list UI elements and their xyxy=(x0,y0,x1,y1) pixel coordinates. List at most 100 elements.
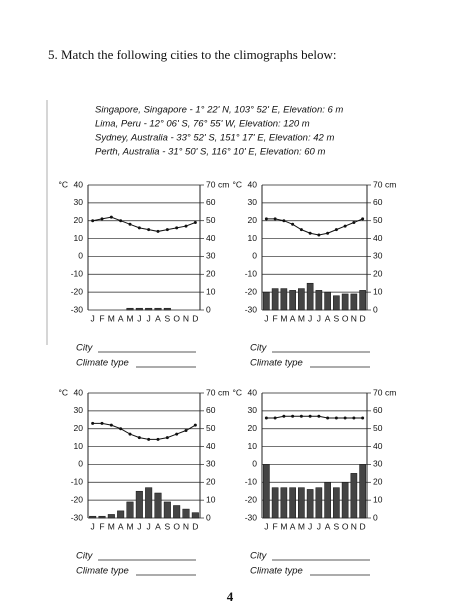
month-label: J xyxy=(137,313,141,323)
y-tick-label: 10 xyxy=(74,233,84,243)
precipitation-bar xyxy=(145,487,153,519)
y-tick-label: 40 xyxy=(248,387,258,397)
y-tick-label: 40 xyxy=(248,179,258,189)
city-line: Sydney, Australia - 33° 52' S, 151° 17' … xyxy=(95,133,334,144)
month-label: J xyxy=(264,313,268,323)
precipitation-bar xyxy=(135,490,143,519)
y2-tick-label: 70 xyxy=(373,387,383,397)
temperature-point xyxy=(282,414,286,418)
month-label: A xyxy=(155,313,161,323)
y2-tick-label: 30 xyxy=(373,251,383,261)
precipitation-bar xyxy=(126,501,134,519)
y2-tick-label: 30 xyxy=(373,459,383,469)
y2-tick-label: 70 xyxy=(206,387,216,397)
temperature-point xyxy=(264,217,268,221)
month-label: J xyxy=(137,521,141,531)
precipitation-bar xyxy=(298,288,305,311)
y-tick-label: -10 xyxy=(245,477,258,487)
y2-axis-label: cm xyxy=(218,179,229,189)
temperature-point xyxy=(361,217,365,221)
month-label: O xyxy=(342,313,349,323)
temperature-point xyxy=(273,217,277,221)
y-tick-label: -20 xyxy=(71,494,84,504)
month-label: M xyxy=(108,313,115,323)
city-answer-label: City xyxy=(250,343,268,354)
y-tick-label: 30 xyxy=(248,197,258,207)
question: 5. Match the following cities to the cli… xyxy=(48,47,336,62)
precipitation-bar xyxy=(359,290,366,311)
precipitation-bar xyxy=(117,510,125,519)
y-tick-label: 20 xyxy=(248,215,258,225)
y-tick-label: -10 xyxy=(245,269,258,279)
precipitation-bar xyxy=(154,492,162,519)
temperature-point xyxy=(193,423,197,427)
climate-answer-label: Climate type xyxy=(76,566,129,577)
y2-axis-label: cm xyxy=(218,387,229,397)
temperature-point xyxy=(137,226,141,230)
precipitation-bar xyxy=(154,307,162,311)
y2-tick-label: 60 xyxy=(373,405,383,415)
temperature-point xyxy=(282,219,286,223)
temperature-point xyxy=(264,416,268,420)
y2-tick-label: 10 xyxy=(373,286,383,296)
temperature-point xyxy=(352,221,356,224)
temperature-point xyxy=(343,224,347,228)
month-label: D xyxy=(192,313,198,323)
y2-tick-label: 0 xyxy=(373,512,378,522)
precipitation-bar xyxy=(263,291,270,311)
temperature-point xyxy=(137,436,141,440)
temperature-point xyxy=(119,219,123,223)
month-label: N xyxy=(183,313,189,323)
y-tick-label: 40 xyxy=(74,387,84,397)
precipitation-bar xyxy=(173,505,181,519)
month-label: J xyxy=(317,521,321,531)
month-label: J xyxy=(308,313,312,323)
y-tick-label: -20 xyxy=(245,286,258,296)
temperature-point xyxy=(299,228,303,232)
temperature-point xyxy=(361,416,365,420)
y-axis-label: °C xyxy=(58,179,68,189)
month-label: F xyxy=(273,313,278,323)
y2-tick-label: 50 xyxy=(373,423,383,433)
precipitation-bar xyxy=(306,282,314,311)
temperature-point xyxy=(147,437,151,441)
temperature-point xyxy=(156,437,160,441)
precipitation-bar xyxy=(107,514,115,519)
y2-tick-label: 50 xyxy=(373,215,383,225)
temperature-point xyxy=(326,416,330,420)
city-line: Perth, Australia - 31° 50' S, 116° 10' E… xyxy=(95,147,325,158)
temperature-point xyxy=(193,221,197,224)
precipitation-bar xyxy=(306,489,314,519)
temperature-line xyxy=(266,218,363,236)
month-label: M xyxy=(298,313,305,323)
y-axis-label: °C xyxy=(232,387,242,397)
month-label: J xyxy=(308,521,312,531)
temperature-point xyxy=(184,224,188,228)
y-tick-label: 10 xyxy=(248,233,258,243)
precipitation-bar xyxy=(163,307,171,311)
city-answer-label: City xyxy=(76,551,94,562)
temperature-point xyxy=(109,215,113,219)
precipitation-bar xyxy=(89,515,97,519)
y2-tick-label: 10 xyxy=(373,494,383,504)
temperature-point xyxy=(156,229,160,233)
y2-tick-label: 0 xyxy=(373,304,378,314)
temperature-point xyxy=(299,414,303,418)
temperature-point xyxy=(352,416,356,420)
y-axis-label: °C xyxy=(232,179,242,189)
precipitation-bar xyxy=(98,515,106,519)
city-line: Singapore, Singapore - 1° 22' N, 103° 52… xyxy=(95,105,343,116)
month-label: A xyxy=(155,521,161,531)
precipitation-bar xyxy=(289,290,296,311)
y-tick-label: 30 xyxy=(248,405,258,415)
y2-tick-label: 40 xyxy=(206,441,216,451)
page-number: 4 xyxy=(227,589,234,604)
temperature-point xyxy=(334,416,338,420)
y2-tick-label: 0 xyxy=(206,512,211,522)
temperature-point xyxy=(91,421,95,425)
y-tick-label: -30 xyxy=(71,512,84,522)
y-tick-label: -10 xyxy=(71,269,84,279)
month-label: A xyxy=(118,313,124,323)
temperature-point xyxy=(119,427,123,431)
y2-tick-label: 20 xyxy=(373,477,383,487)
